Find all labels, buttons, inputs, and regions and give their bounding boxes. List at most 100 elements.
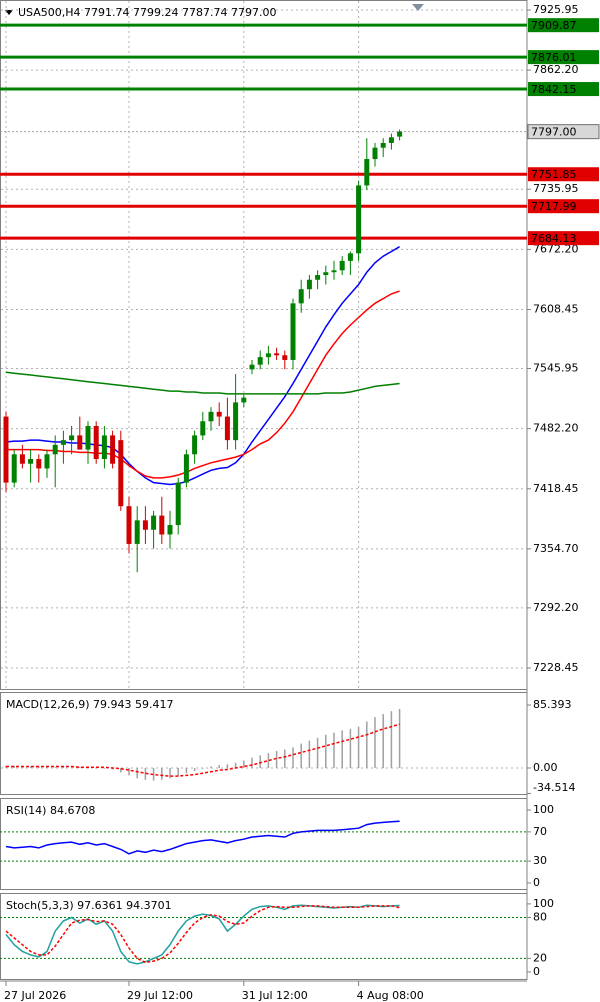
histogram-bar: [87, 767, 89, 769]
y-tick-label: 7354.70: [533, 542, 579, 555]
candle-body: [101, 435, 107, 460]
candle-body: [298, 289, 304, 304]
level-label-box: [528, 199, 599, 214]
histogram-bar: [202, 767, 204, 769]
candle-body: [380, 142, 386, 148]
x-tick-label: 4 Aug 08:00: [357, 989, 424, 1002]
level-label-box: [528, 50, 599, 65]
histogram-bar: [62, 767, 65, 768]
candle-body: [19, 454, 25, 464]
y-tick-label: -34.514: [533, 781, 575, 794]
level-label: 7751.85: [531, 168, 577, 181]
histogram-bar: [136, 767, 138, 779]
histogram-bar: [308, 740, 311, 768]
histogram-bar: [38, 766, 40, 768]
candle-body: [356, 185, 362, 254]
histogram-bar: [398, 709, 401, 768]
histogram-bar: [177, 767, 179, 777]
symbol-menu-arrow: [5, 10, 13, 15]
candle-body: [339, 260, 345, 271]
candle-body: [151, 515, 157, 530]
candle-body: [331, 270, 337, 273]
histogram-bar: [341, 730, 343, 768]
candle-body: [142, 520, 148, 530]
y-tick-label: 100: [533, 897, 554, 910]
histogram-bar: [333, 732, 335, 768]
series-line: [6, 723, 400, 777]
candle-body: [183, 454, 189, 483]
histogram-bar: [218, 765, 220, 768]
y-tick-label: 7862.20: [533, 63, 579, 76]
candle-body: [69, 435, 75, 441]
histogram-bar: [234, 762, 237, 768]
histogram-bar: [95, 767, 97, 769]
candle-body: [200, 421, 206, 436]
candle-body: [93, 425, 99, 460]
histogram-bar: [79, 767, 81, 768]
candle-body: [11, 454, 17, 483]
shift-marker: [412, 4, 424, 11]
histogram-bar: [128, 767, 130, 776]
level-label-box: [528, 231, 599, 246]
y-tick-label: 7925.95: [533, 3, 579, 16]
histogram-bar: [185, 767, 188, 774]
candle-body: [175, 482, 181, 526]
y-tick-label: 7292.20: [533, 601, 579, 614]
candle-body: [241, 397, 247, 403]
histogram-bar: [357, 726, 360, 768]
candle-body: [233, 402, 239, 441]
level-label-box: [528, 82, 599, 97]
histogram-bar: [193, 767, 196, 771]
y-tick-label: 100: [533, 803, 554, 816]
x-tick-label: 29 Jul 12:00: [127, 989, 193, 1002]
candle-body: [77, 435, 83, 450]
candle-body: [397, 131, 403, 137]
level-label-box: [528, 18, 599, 33]
candle-body: [364, 159, 370, 186]
candle-body: [290, 303, 296, 360]
histogram-bar: [382, 714, 384, 768]
y-tick-label: 0: [533, 876, 540, 889]
x-tick-label: 27 Jul 2026: [4, 989, 66, 1002]
histogram-bar: [251, 757, 253, 768]
y-tick-label: 7672.20: [533, 242, 579, 255]
candle-body: [60, 440, 66, 445]
x-tick-label: 31 Jul 12:00: [242, 989, 308, 1002]
histogram-bar: [210, 766, 212, 768]
y-tick-label: 0.00: [533, 761, 558, 774]
histogram-bar: [300, 743, 302, 768]
histogram-bar: [169, 767, 171, 779]
histogram-bar: [259, 755, 261, 768]
histogram-bar: [29, 766, 32, 768]
candle-body: [315, 275, 321, 280]
histogram-bar: [267, 753, 270, 768]
y-tick-label: 30: [533, 854, 547, 867]
candle-body: [110, 435, 116, 464]
histogram-bar: [54, 767, 56, 768]
histogram-bar: [366, 721, 368, 768]
histogram-bar: [46, 766, 48, 768]
level-label: 7876.01: [531, 51, 577, 64]
y-tick-label: 0: [533, 965, 540, 978]
y-tick-label: 7228.45: [533, 661, 579, 674]
candle-body: [265, 353, 271, 358]
histogram-bar: [316, 737, 319, 768]
histogram-bar: [374, 717, 376, 768]
series-line: [5, 820, 400, 855]
level-label: 7684.13: [531, 232, 577, 245]
series-line: [5, 905, 400, 964]
candle-body: [257, 357, 263, 365]
y-tick-label: 7482.20: [533, 422, 579, 435]
series-line: [5, 371, 400, 395]
histogram-bar: [284, 749, 286, 768]
level-label: 7909.87: [531, 19, 577, 32]
histogram-bar: [13, 765, 15, 768]
candle-body: [323, 272, 329, 276]
histogram-bar: [161, 767, 163, 780]
candle-body: [224, 416, 230, 441]
candle-body: [134, 520, 140, 544]
histogram-bar: [275, 751, 278, 768]
